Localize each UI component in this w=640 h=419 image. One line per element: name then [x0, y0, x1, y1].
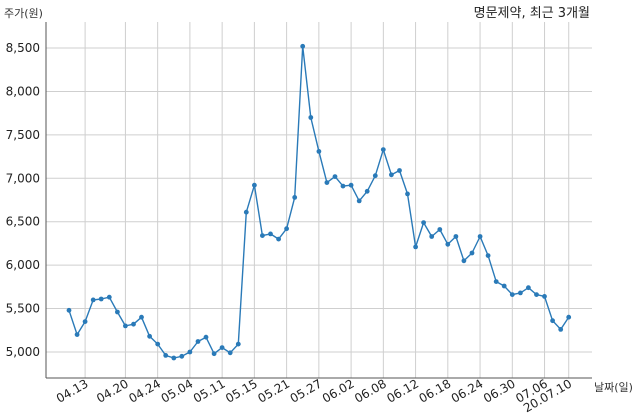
data-point: [82, 319, 88, 324]
data-point: [203, 334, 209, 340]
data-point: [139, 314, 144, 320]
y-tick-label: 5,000: [6, 345, 40, 359]
data-point: [187, 349, 193, 355]
data-point: [131, 321, 136, 327]
data-point: [501, 283, 507, 289]
y-axis-label: 주가(원): [4, 7, 43, 20]
data-point: [90, 297, 96, 303]
x-tick-label: 04.24: [126, 376, 163, 405]
data-point: [123, 323, 128, 329]
data-point: [437, 227, 443, 232]
data-point: [405, 191, 410, 197]
x-tick-labels: 04.13 04.2004.2405.0405.1105.1505.2105.27…: [54, 376, 574, 415]
x-tick-label: 04.13: [54, 376, 91, 405]
data-point: [66, 307, 72, 313]
data-point: [389, 172, 394, 178]
data-point: [356, 198, 362, 204]
x-tick-label: 05.21: [255, 376, 292, 405]
data-point: [316, 149, 322, 154]
data-point: [445, 241, 451, 247]
x-tick-label: 06.30: [481, 376, 518, 405]
data-point: [485, 253, 491, 258]
data-point: [332, 174, 338, 180]
axes: [45, 22, 592, 379]
data-point: [566, 314, 572, 320]
y-tick-label: 6,000: [6, 258, 40, 272]
data-point: [397, 168, 402, 173]
series: [66, 43, 572, 361]
data-point: [292, 195, 298, 200]
data-point: [469, 250, 475, 256]
y-tick-labels: 5,000 5,500 6,000 6,500 7,000 7,500 8,000 8,500: [6, 41, 40, 359]
x-tick-label: 05.27: [288, 376, 325, 405]
data-point: [461, 258, 467, 264]
data-point: [550, 318, 555, 324]
data-point: [526, 285, 531, 291]
data-point: [364, 188, 370, 194]
data-point: [348, 182, 354, 188]
data-point: [155, 341, 161, 347]
data-point: [493, 279, 499, 284]
x-tick-label: 06.08: [352, 376, 389, 405]
data-point: [252, 182, 257, 188]
data-point: [171, 355, 177, 361]
x-tick-label: 06.12: [384, 376, 421, 405]
data-point: [534, 292, 539, 297]
data-point: [324, 180, 330, 186]
data-point: [300, 43, 306, 49]
data-point: [106, 294, 112, 300]
data-point: [518, 290, 523, 296]
data-point: [115, 309, 120, 315]
data-point: [74, 332, 80, 337]
data-point: [453, 234, 459, 239]
y-tick-label: 8,500: [6, 41, 40, 55]
data-point: [260, 233, 265, 239]
data-point: [98, 296, 104, 302]
data-point: [558, 327, 564, 332]
y-tick-label: 6,500: [6, 215, 40, 229]
data-point: [163, 353, 169, 358]
y-tick-label: 8,000: [6, 84, 40, 98]
data-point: [268, 231, 273, 237]
x-tick-label: 06.18: [417, 376, 454, 405]
data-point: [542, 294, 547, 299]
data-point: [477, 234, 483, 239]
data-point: [380, 147, 386, 153]
x-tick-label: 06.24: [449, 376, 486, 405]
x-tick-label: 05.04: [159, 376, 196, 405]
data-point: [243, 209, 249, 215]
chart-title: 명문제약, 최근 3개월: [474, 6, 590, 21]
grid: [46, 22, 592, 378]
x-tick-label: 04.20: [94, 376, 131, 405]
data-point: [235, 341, 241, 347]
data-point: [227, 350, 233, 356]
y-tick-label: 5,500: [6, 302, 40, 316]
y-tick-label: 7,500: [6, 128, 40, 142]
data-point: [276, 236, 281, 242]
data-point: [195, 339, 201, 344]
x-tick-label: 06.02: [320, 376, 357, 405]
data-point: [509, 292, 515, 297]
data-point: [421, 220, 426, 226]
x-axis-label: 날짜(일): [594, 380, 633, 394]
data-point: [308, 115, 314, 120]
data-point: [372, 173, 378, 179]
x-tick-label: 05.15: [223, 376, 260, 405]
data-point: [219, 345, 225, 350]
data-point: [179, 353, 185, 359]
data-point: [147, 333, 153, 339]
data-point: [413, 244, 418, 250]
data-point: [429, 234, 435, 239]
data-point: [211, 351, 217, 357]
y-tick-label: 7,000: [6, 171, 40, 185]
x-tick-label: 05.11: [191, 376, 228, 405]
data-point: [340, 183, 346, 189]
data-point: [284, 226, 289, 232]
